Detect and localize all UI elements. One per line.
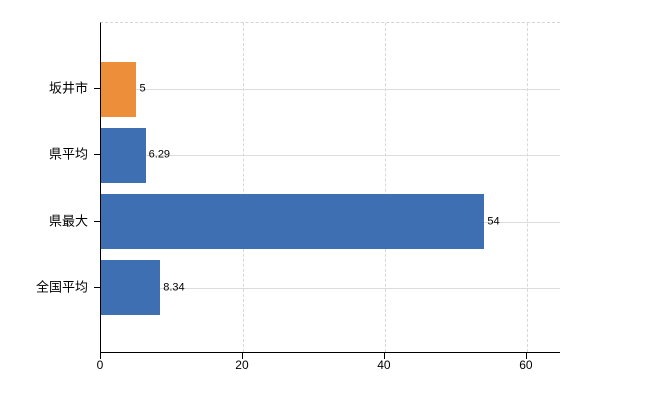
gridline-vertical bbox=[384, 23, 386, 352]
bar bbox=[101, 61, 137, 117]
bar-value-label: 5 bbox=[139, 82, 146, 95]
gridline-horizontal bbox=[101, 155, 560, 157]
category-label: 全国平均 bbox=[35, 279, 88, 295]
x-axis-tick bbox=[383, 352, 385, 359]
category-label: 坂井市 bbox=[48, 80, 88, 96]
y-axis-tick bbox=[94, 88, 100, 90]
bar bbox=[101, 260, 161, 316]
bar-value-label: 8.34 bbox=[163, 281, 185, 294]
bar-value-label: 6.29 bbox=[148, 148, 171, 161]
category-label: 県最大 bbox=[48, 213, 88, 229]
bar bbox=[101, 194, 485, 250]
gridline-horizontal bbox=[101, 287, 560, 289]
x-tick-label: 60 bbox=[519, 358, 533, 372]
x-tick-label: 40 bbox=[377, 358, 391, 372]
x-tick-label: 20 bbox=[235, 358, 249, 372]
plot-area: 5 6.29 54 8.34 bbox=[100, 22, 560, 353]
category-label: 県平均 bbox=[48, 146, 88, 162]
x-axis-tick bbox=[100, 352, 101, 359]
y-axis-tick bbox=[94, 154, 100, 156]
x-axis-tick bbox=[525, 352, 527, 359]
gridline-vertical bbox=[242, 23, 244, 352]
bar bbox=[101, 127, 146, 183]
x-tick-label: 0 bbox=[96, 358, 104, 372]
y-axis-tick bbox=[94, 220, 100, 222]
y-axis-tick bbox=[94, 286, 100, 288]
bar-value-label: 54 bbox=[487, 215, 500, 228]
x-axis-tick bbox=[241, 352, 243, 359]
gridline-horizontal bbox=[101, 89, 560, 91]
gridline-vertical bbox=[526, 23, 528, 352]
